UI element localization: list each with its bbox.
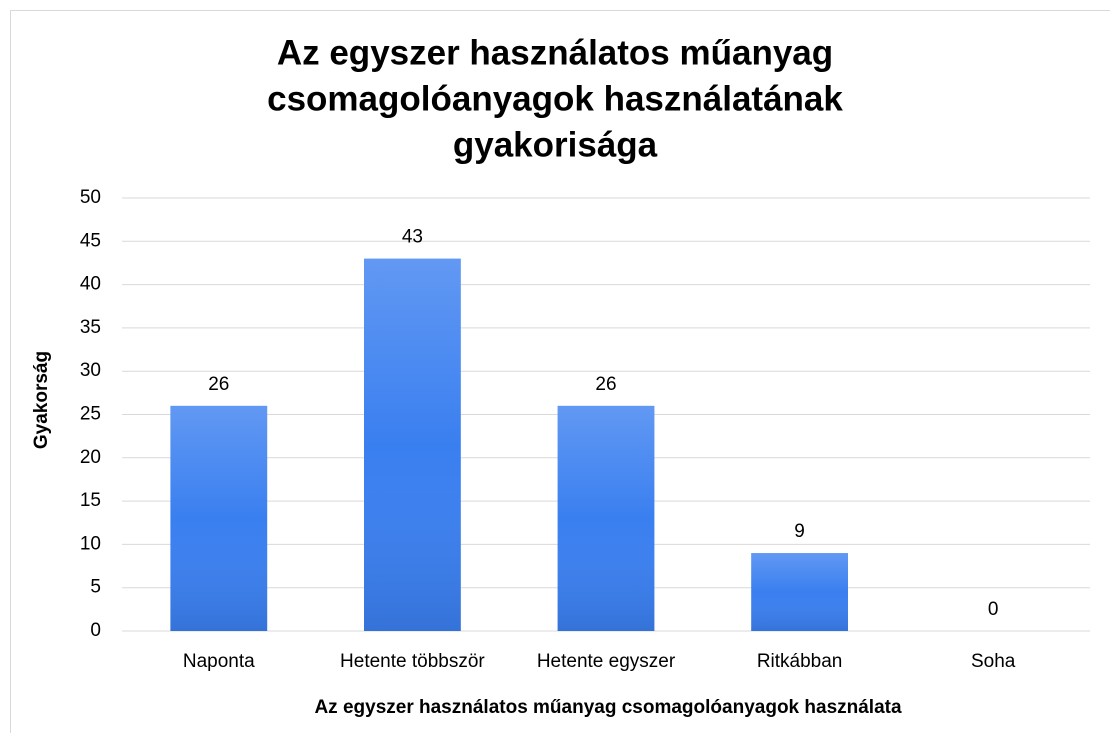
y-tick-label: 25: [80, 404, 101, 425]
y-axis-label: Gyakorság: [31, 351, 52, 449]
x-axis-label: Az egyszer használatos műanyag csomagoló…: [314, 697, 902, 718]
x-tick-label: Soha: [971, 651, 1016, 672]
y-tick-label: 20: [80, 447, 101, 468]
bar-shade: [170, 405, 268, 631]
bar-shade: [364, 258, 461, 631]
data-label: 0: [988, 599, 999, 620]
y-tick-label: 50: [80, 187, 101, 208]
chart-title: csomagolóanyagok használatának: [267, 79, 843, 118]
y-tick-label: 40: [80, 274, 101, 295]
chart-frame: [10, 10, 1110, 733]
x-tick-label: Ritkábban: [757, 651, 843, 672]
data-label: 43: [402, 227, 423, 248]
y-tick-label: 10: [80, 533, 101, 554]
y-tick-label: 15: [80, 490, 101, 511]
x-tick-label: Hetente többször: [340, 651, 485, 672]
chart-title: Az egyszer használatos műanyag: [277, 33, 833, 72]
y-tick-label: 30: [80, 360, 101, 381]
x-tick-label: Naponta: [183, 651, 255, 672]
data-label: 9: [794, 521, 805, 542]
y-tick-label: 35: [80, 317, 101, 338]
data-label: 26: [208, 374, 229, 395]
chart-title: gyakorisága: [453, 125, 658, 164]
bar-shade: [751, 553, 848, 631]
data-label: 26: [595, 374, 616, 395]
y-tick-label: 45: [80, 230, 101, 251]
x-tick-label: Hetente egyszer: [537, 651, 676, 672]
y-tick-label: 5: [90, 577, 101, 598]
bar-shade: [557, 405, 655, 631]
y-tick-label: 0: [90, 620, 101, 641]
